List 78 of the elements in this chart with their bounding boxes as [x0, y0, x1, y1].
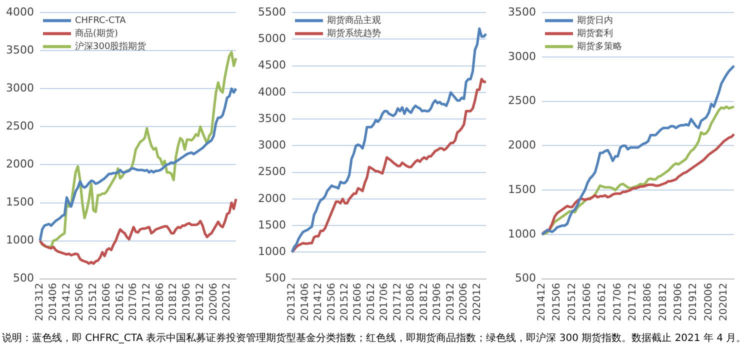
x-tick-label: 201812	[168, 282, 180, 322]
legend-label: 商品(期货)	[74, 28, 118, 39]
y-tick-label: 5000	[258, 32, 286, 46]
x-tick-label: 201912	[194, 282, 206, 322]
x-tick-label: 201912	[688, 282, 700, 322]
x-tick-label: 202006	[703, 282, 714, 322]
x-tick-label: 201606	[582, 282, 594, 322]
x-tick-label: 201706	[612, 282, 624, 322]
x-tick-label: 201906	[673, 282, 684, 322]
x-tick-label: 202012	[472, 282, 483, 322]
x-tick-label: 201806	[642, 282, 654, 322]
x-tick-label: 201706	[379, 282, 390, 322]
legend-label: 期货系统趋势	[326, 28, 381, 39]
y-tick-label: 2000	[6, 158, 34, 171]
x-tick-label: 201912	[445, 282, 456, 322]
x-tick-label: 201806	[406, 282, 417, 322]
y-tick-label: 1000	[508, 227, 536, 240]
x-tick-label: 201712	[628, 282, 639, 322]
x-tick-label: 201906	[432, 282, 444, 322]
x-tick-label: 201412	[61, 282, 72, 322]
legend-label: CHFRC-CTA	[74, 16, 127, 26]
y-tick-label: 3500	[508, 5, 536, 18]
y-tick-label: 5500	[258, 5, 286, 18]
y-tick-label: 3000	[508, 50, 536, 63]
x-tick-label: 202006	[458, 282, 470, 322]
x-tick-label: 201906	[182, 282, 193, 322]
x-tick-label: 201612	[597, 282, 608, 322]
y-tick-label: 3500	[6, 43, 34, 56]
x-tick-label: 201406	[48, 282, 59, 322]
x-tick-label: 202006	[208, 282, 220, 322]
y-tick-label: 4500	[258, 58, 286, 72]
x-tick-label: 201506	[74, 282, 86, 322]
y-tick-label: 2500	[508, 94, 536, 108]
legend-label: 期货多策略	[576, 40, 622, 52]
y-tick-label: 1000	[6, 234, 34, 247]
x-tick-label: 201412	[536, 282, 548, 322]
x-tick-label: 201506	[326, 282, 338, 322]
x-tick-label: 201312	[286, 282, 298, 322]
y-tick-label: 500	[264, 272, 286, 285]
x-tick-label: 201712	[142, 282, 152, 322]
x-tick-label: 201612	[114, 282, 126, 322]
y-tick-label: 3000	[6, 82, 34, 95]
y-tick-label: 3500	[258, 112, 286, 125]
y-tick-label: 500	[12, 272, 34, 285]
x-tick-label: 201812	[418, 282, 430, 322]
legend-label: 期货商品主观	[326, 14, 381, 26]
y-tick-label: 4000	[6, 5, 34, 18]
x-tick-label: 201806	[154, 282, 166, 322]
x-tick-label: 202012	[222, 282, 233, 322]
x-tick-label: 201606	[352, 282, 364, 322]
y-tick-label: 2000	[258, 192, 286, 205]
y-tick-label: 2000	[508, 138, 536, 152]
y-tick-label: 3000	[258, 138, 286, 152]
x-tick-label: 201312	[34, 282, 46, 322]
y-tick-label: 2500	[258, 165, 286, 178]
legend-label: 期货日内	[576, 14, 613, 26]
x-tick-label: 201612	[366, 282, 377, 322]
x-tick-label: 201512	[340, 282, 350, 322]
y-tick-label: 1000	[258, 245, 286, 258]
x-tick-label: 201412	[313, 282, 324, 322]
x-tick-label: 201706	[128, 282, 140, 322]
x-tick-label: 201606	[101, 282, 112, 322]
text: 说明：蓝色线，即 CHFRC_CTA 表示中国私募证券投资管理期货型基金分类指数；红色线，即期货商品指数；绿色线，即沪深 300 期货指数。数据截止 2021 年 4 月。	[2, 332, 746, 345]
x-tick-label: 201506	[552, 282, 563, 322]
x-tick-label: 201512	[88, 282, 100, 322]
legend-label: 沪深300股指期货	[74, 40, 146, 52]
x-tick-label: 201812	[658, 282, 669, 322]
y-tick-label: 1500	[258, 218, 286, 232]
y-tick-label: 1500	[508, 182, 536, 196]
y-tick-label: 4000	[258, 85, 286, 98]
y-tick-label: 500	[514, 272, 536, 285]
x-tick-label: 201406	[300, 282, 311, 322]
x-tick-label: 202012	[718, 282, 730, 322]
x-tick-label: 201712	[392, 282, 404, 322]
legend-label: 期货套利	[576, 28, 613, 39]
y-tick-label: 2500	[6, 120, 34, 133]
x-tick-label: 201512	[566, 282, 578, 322]
y-tick-label: 1500	[6, 196, 34, 209]
